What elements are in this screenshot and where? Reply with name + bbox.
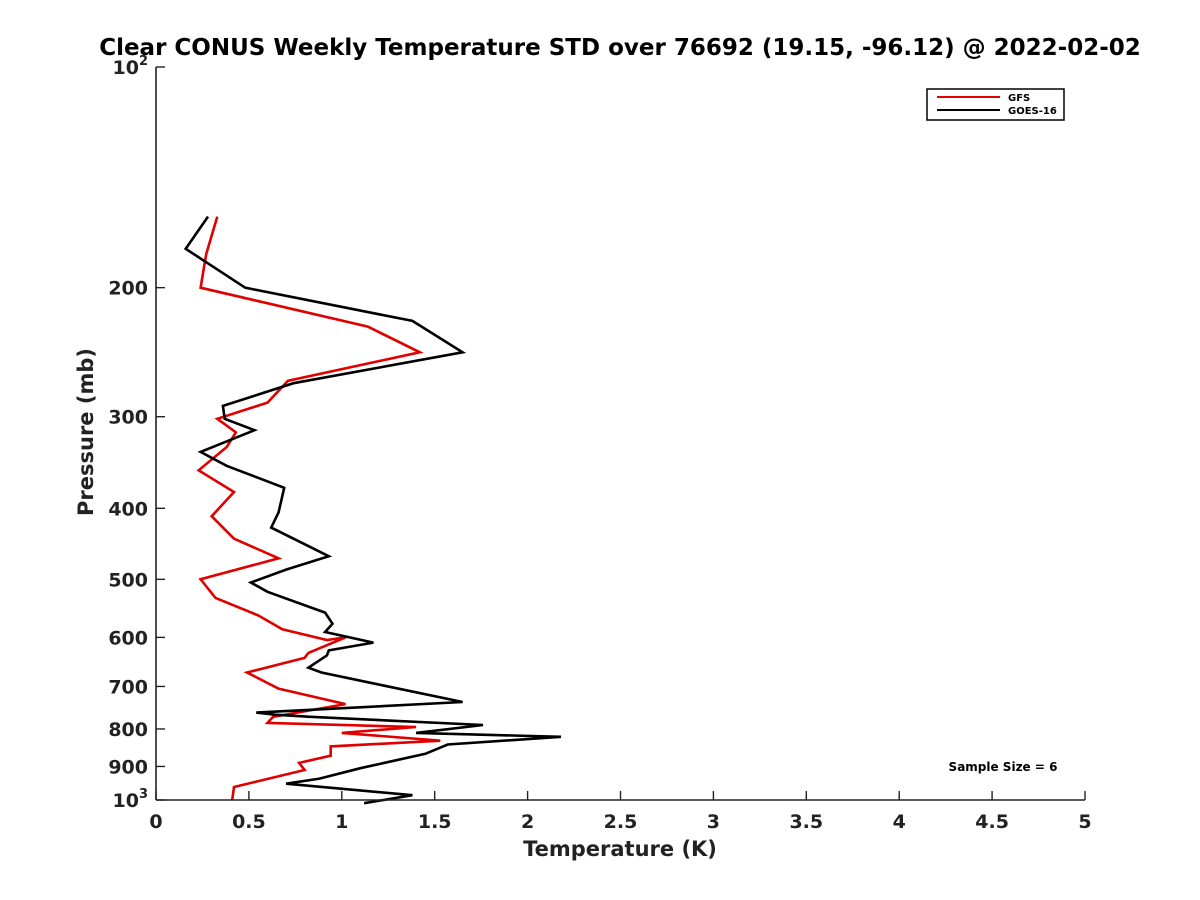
- x-tick-label: 2.5: [604, 811, 638, 833]
- y-tick-label: 600: [108, 627, 148, 649]
- series-line-gfs: [196, 216, 441, 801]
- y-tick-label: 500: [108, 569, 148, 591]
- series-line-goes16: [183, 215, 562, 805]
- x-tick-label: 1.5: [418, 811, 452, 833]
- y-tick-label: 700: [108, 676, 148, 698]
- y-tick-label: 102: [113, 54, 149, 79]
- chart-title: Clear CONUS Weekly Temperature STD over …: [99, 35, 1141, 61]
- x-tick-label: 4: [893, 811, 906, 833]
- y-tick-label: 900: [108, 756, 148, 778]
- x-tick-label: 0: [149, 811, 162, 833]
- x-tick-label: 1: [335, 811, 348, 833]
- x-tick-label: 5: [1078, 811, 1091, 833]
- y-axis-label: Pressure (mb): [74, 348, 98, 516]
- y-tick-label: 400: [108, 498, 148, 520]
- legend-label-gfs: GFS: [1008, 93, 1030, 104]
- legend: GFS GOES-16: [926, 88, 1065, 121]
- y-tick-label: 103: [113, 787, 149, 812]
- y-tick-label: 800: [108, 719, 148, 741]
- x-tick-label: 0.5: [232, 811, 266, 833]
- x-axis-label: Temperature (K): [523, 837, 717, 861]
- legend-box: [926, 88, 1065, 121]
- y-tick-label: 200: [108, 278, 148, 300]
- legend-label-goes16: GOES-16: [1008, 106, 1057, 117]
- y-tick-label: 300: [108, 407, 148, 429]
- x-tick-label: 3.5: [789, 811, 823, 833]
- x-tick-label: 2: [521, 811, 534, 833]
- plot-area: 0 0.5 1 1.5 2 2.5 3 3.5 4 4.5 5 102 200 300 400 500 600 7…: [108, 54, 1091, 833]
- x-tick-label: 3: [707, 811, 720, 833]
- x-tick-label: 4.5: [975, 811, 1009, 833]
- sample-size-annotation: Sample Size = 6: [949, 760, 1058, 774]
